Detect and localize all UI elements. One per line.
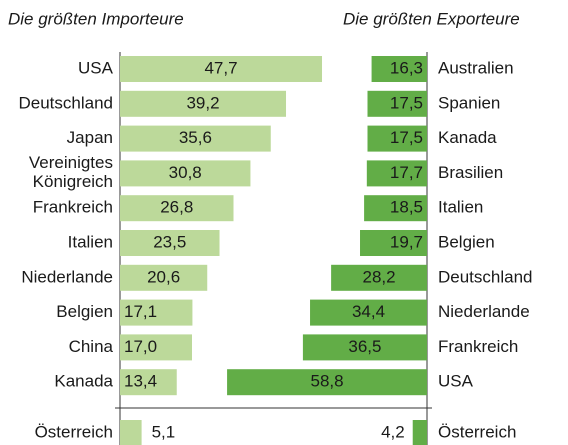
- data-label: 26,8: [160, 198, 193, 217]
- data-label: 17,7: [390, 163, 423, 182]
- y-tick-label: Spanien: [438, 93, 500, 112]
- data-label: 13,4: [124, 372, 157, 391]
- y-tick-label: Italien: [68, 232, 113, 251]
- bar: [310, 299, 427, 326]
- data-label: 35,6: [179, 128, 212, 147]
- y-tick-label: Vereinigtes Königreich: [29, 154, 113, 192]
- bar: [371, 56, 427, 82]
- y-tick-label: Japan: [67, 128, 113, 147]
- data-label: 17,5: [390, 128, 423, 147]
- y-tick-label: Deutschland: [438, 267, 533, 286]
- bar: [360, 230, 427, 256]
- bar: [120, 334, 192, 361]
- bar: [120, 56, 323, 82]
- chart-title: Die größten Exporteure: [343, 9, 520, 28]
- bar: [302, 334, 427, 361]
- y-tick-label: China: [69, 337, 114, 356]
- data-label: 30,8: [169, 163, 202, 182]
- bar: [120, 299, 193, 326]
- data-label: 36,5: [348, 337, 381, 356]
- y-tick-label: Belgien: [56, 302, 113, 321]
- y-tick-label: Brasilien: [438, 163, 503, 182]
- y-tick-label: Belgien: [438, 232, 495, 251]
- y-tick-label: Frankreich: [33, 198, 113, 217]
- bar: [331, 264, 427, 291]
- bar: [366, 160, 427, 187]
- bar: [120, 160, 251, 187]
- y-tick-label: Niederlande: [438, 302, 530, 321]
- data-label: 5,1: [152, 422, 176, 441]
- data-label: 47,7: [204, 58, 237, 77]
- y-tick-label: Österreich: [438, 422, 516, 441]
- bar: [120, 230, 220, 256]
- data-label: 23,5: [153, 232, 186, 251]
- data-label: 20,6: [147, 267, 180, 286]
- y-tick-label: Niederlande: [21, 267, 113, 286]
- y-tick-label: Kanada: [54, 372, 113, 391]
- y-tick-label: Deutschland: [18, 93, 113, 112]
- data-label: 19,7: [390, 232, 423, 251]
- y-tick-label: USA: [78, 58, 114, 77]
- y-tick-label: USA: [438, 372, 474, 391]
- y-tick-label: Österreich: [35, 422, 113, 441]
- data-label: 39,2: [186, 93, 219, 112]
- y-tick-label: Australien: [438, 58, 514, 77]
- bar: [120, 195, 234, 222]
- bar: [364, 195, 427, 222]
- data-label: 28,2: [363, 267, 396, 286]
- bar: [227, 369, 427, 396]
- bar: [120, 369, 177, 396]
- data-label: 18,5: [390, 198, 423, 217]
- y-tick-label: Italien: [438, 198, 483, 217]
- data-label: 17,1: [124, 302, 157, 321]
- bar: [367, 125, 427, 152]
- data-label: 16,3: [390, 58, 423, 77]
- bar: [120, 420, 142, 445]
- data-label: 17,0: [124, 337, 157, 356]
- y-tick-label: Frankreich: [438, 337, 518, 356]
- data-label: 34,4: [352, 302, 385, 321]
- chart-title: Die größten Importeure: [8, 9, 184, 28]
- bar: [367, 90, 427, 117]
- bar: [412, 420, 427, 445]
- data-label: 58,8: [310, 372, 343, 391]
- data-label: 4,2: [381, 422, 405, 441]
- bar: [120, 125, 271, 152]
- bar: [120, 264, 208, 291]
- bar: [120, 90, 287, 117]
- data-label: 17,5: [390, 93, 423, 112]
- y-tick-label: Kanada: [438, 128, 497, 147]
